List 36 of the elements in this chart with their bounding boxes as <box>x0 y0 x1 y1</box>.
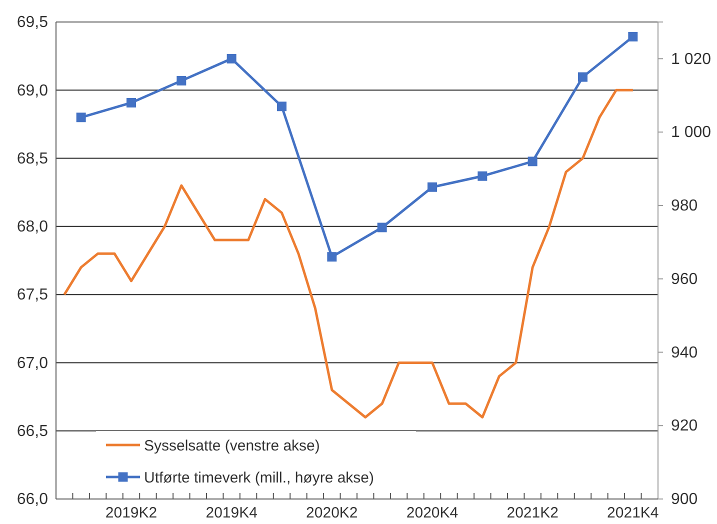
legend-label: Utførte timeverk (mill., høyre akse) <box>144 469 374 486</box>
y2-tick-label: 940 <box>671 344 698 362</box>
legend-label: Sysselsatte (venstre akse) <box>144 437 320 454</box>
y2-tick-label: 1 020 <box>671 50 712 68</box>
y-tick-label: 69,0 <box>16 82 48 100</box>
point <box>226 54 236 64</box>
y2-tick-label: 900 <box>671 491 698 508</box>
y-tick-label: 69,5 <box>16 14 48 32</box>
y-tick-label: 68,0 <box>16 218 48 236</box>
point <box>628 32 638 42</box>
x-tick-label: 2021K2 <box>506 504 558 522</box>
x-tick-label: 2019K4 <box>206 504 258 522</box>
y-tick-label: 67,0 <box>16 354 48 372</box>
y2-tick-label: 1 000 <box>671 124 712 142</box>
point <box>528 156 538 166</box>
y-tick-label: 66,0 <box>16 491 48 508</box>
point <box>277 102 286 112</box>
y2-tick-label: 980 <box>671 198 698 215</box>
point <box>478 171 488 181</box>
x-tick-label: 2020K2 <box>306 504 358 522</box>
line-series <box>63 88 634 418</box>
y-tick-label: 68,5 <box>16 150 48 168</box>
x-tick-label: 2021K4 <box>607 504 659 522</box>
point <box>76 112 86 122</box>
point <box>327 252 337 262</box>
y-tick-label: 66,5 <box>16 422 48 440</box>
x-tick-label: 2019K2 <box>105 504 158 522</box>
x-tick-label: 2020K4 <box>406 504 458 522</box>
y2-tick-label: 920 <box>671 418 698 435</box>
point <box>126 98 136 108</box>
point <box>377 222 387 232</box>
point <box>578 72 588 82</box>
point <box>428 182 437 192</box>
y-tick-label: 67,5 <box>16 286 48 304</box>
point <box>176 76 186 86</box>
y2-tick-label: 960 <box>671 270 698 288</box>
